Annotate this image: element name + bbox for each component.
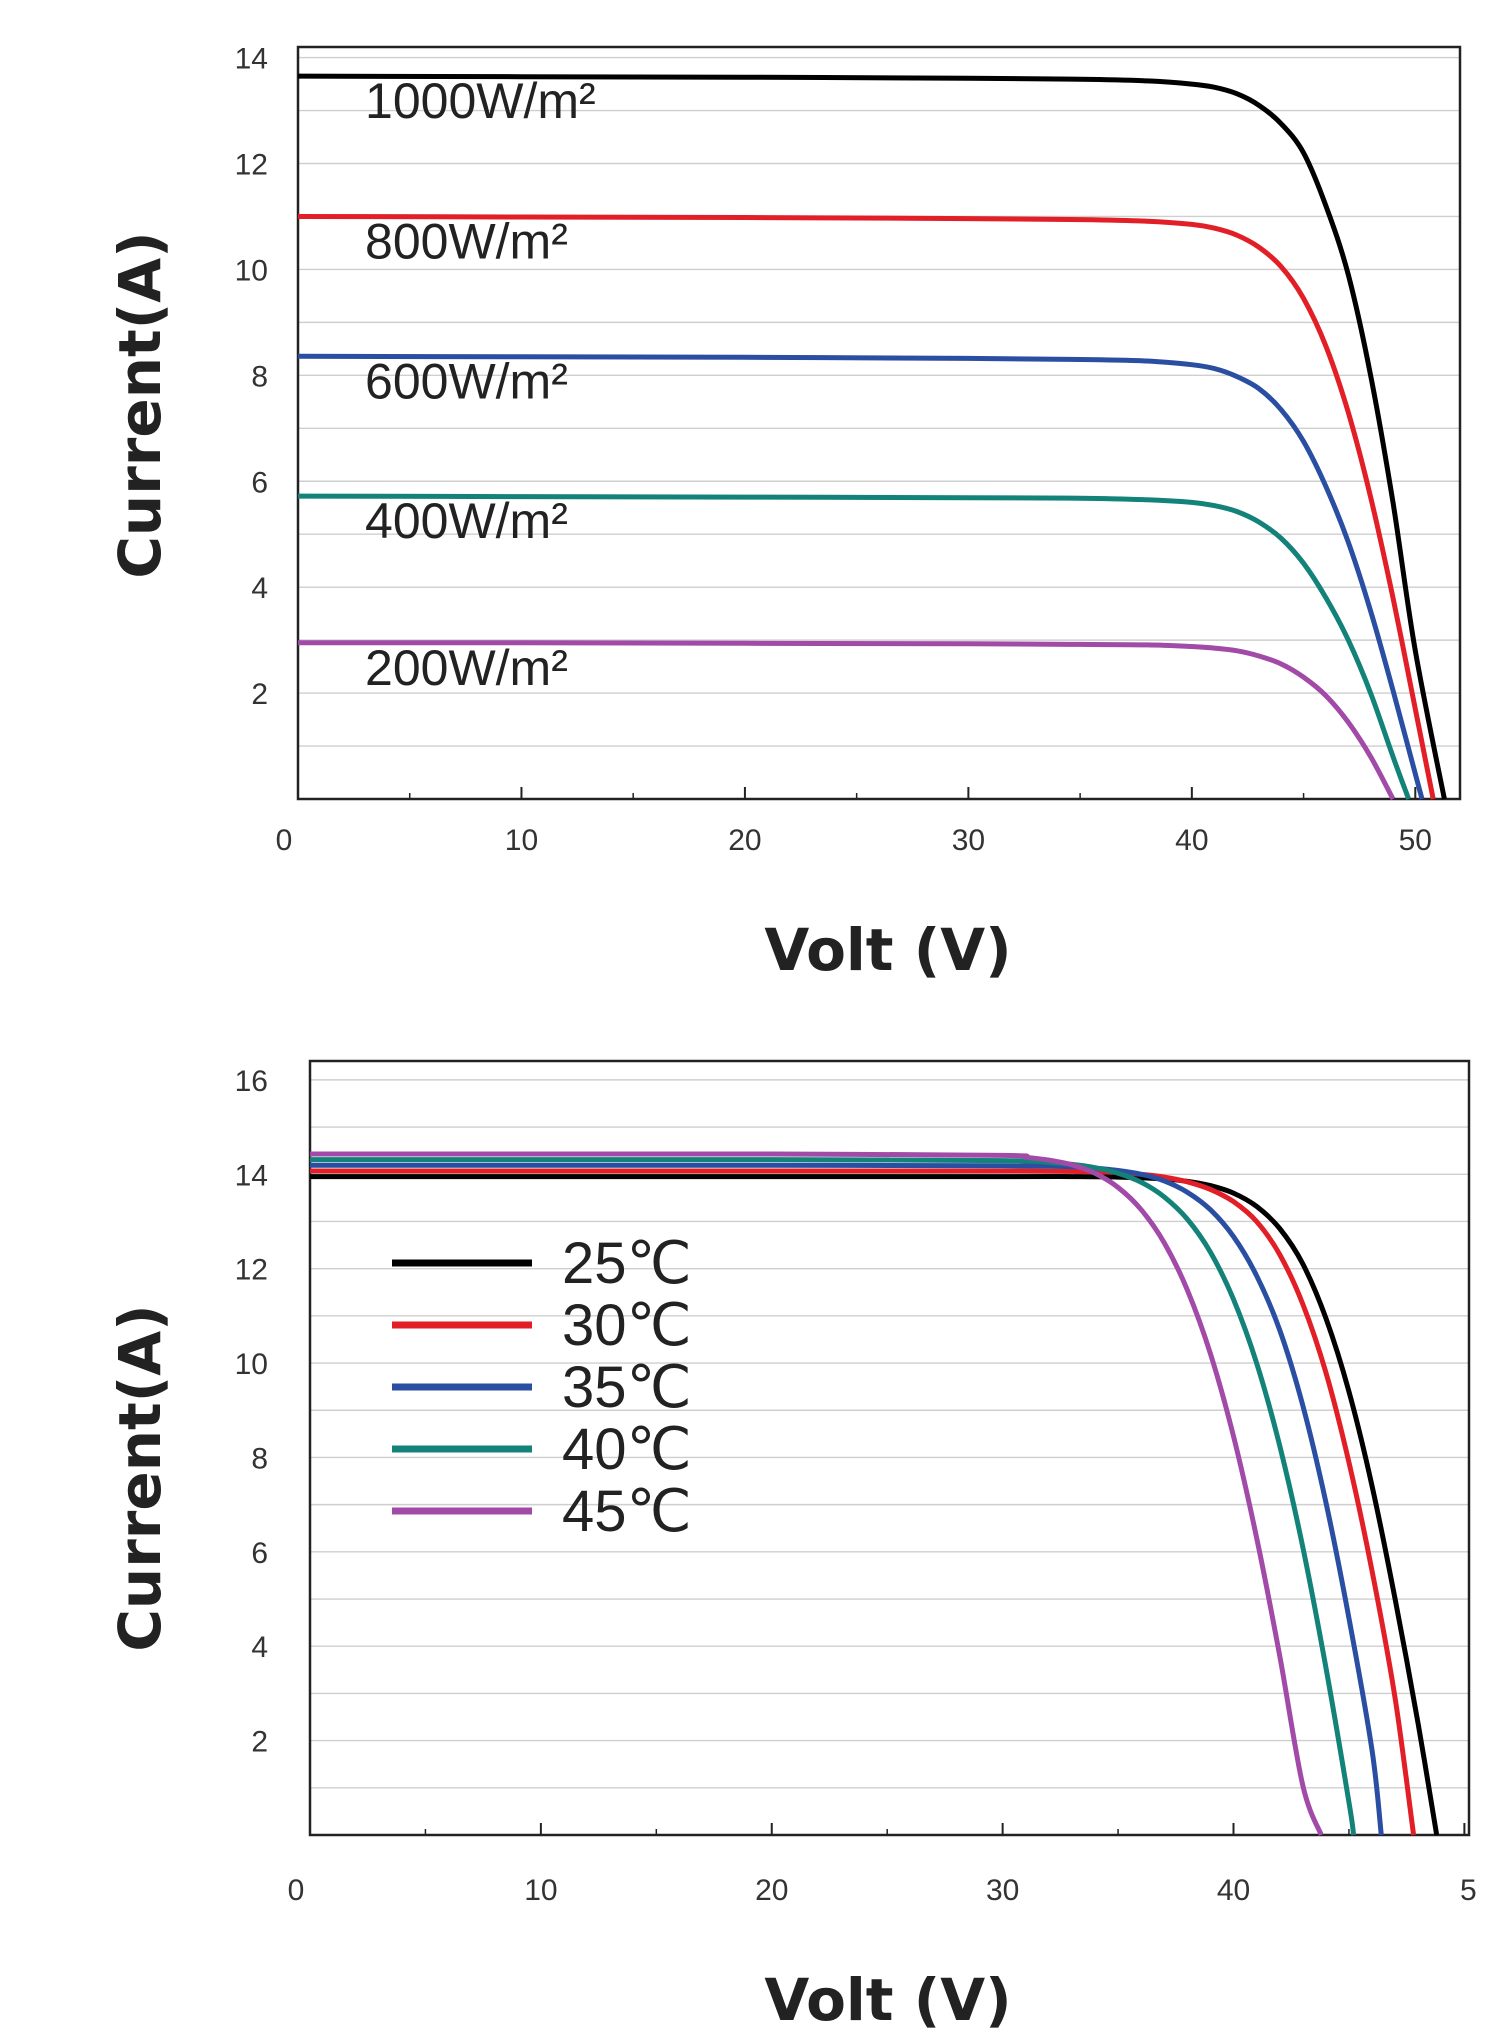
chart-irradiance-x-tick-label: 20 [728, 824, 761, 857]
chart-irradiance-series-line [297, 353, 1425, 800]
chart-temperature-y-tick-label: 10 [235, 1348, 268, 1381]
chart-temperature-y-ticks: 2 4 6 8 10 12 14 16 [235, 1065, 268, 1759]
chart-irradiance-y-tick-label: 2 [251, 678, 268, 711]
chart-irradiance-x-tick-label: 50 [1399, 824, 1432, 857]
chart-irradiance-y-axis-title: Current(A) [106, 231, 174, 578]
chart-temperature-y-axis-title: Current(A) [106, 1304, 174, 1651]
chart-temperature-legend-label: 35℃ [562, 1355, 692, 1420]
chart-irradiance-curve-label: 600W/m² [365, 353, 568, 409]
chart-temperature-y-tick-label: 2 [251, 1726, 268, 1759]
chart-temperature-y-tick-label: 6 [251, 1537, 268, 1570]
chart-irradiance-y-tick-label: 8 [251, 360, 268, 393]
chart-temperature-series-line [309, 1157, 1357, 1836]
chart-irradiance-y-tick-label: 4 [251, 572, 268, 605]
chart-irradiance-y-tick-label: 10 [235, 254, 268, 287]
chart-irradiance: 0 10 20 30 40 50 2 4 6 8 10 12 14 1000W/m² 800W/m² 60… [106, 43, 1462, 984]
chart-irradiance-y-tick-label: 6 [251, 466, 268, 499]
chart-irradiance-x-tick-label: 10 [505, 824, 538, 857]
chart-irradiance-x-axis-title: Volt (V) [764, 916, 1011, 984]
chart-temperature-x-ticks: 0 10 20 30 40 5 [288, 1823, 1477, 1907]
chart-temperature-series-line [310, 1151, 1324, 1836]
chart-temperature-x-tick-label: 5 [1460, 1874, 1477, 1907]
chart-irradiance-curve-labels: 1000W/m² 800W/m² 600W/m² 400W/m² 200W/m² [365, 73, 596, 696]
chart-temperature-y-tick-label: 8 [251, 1442, 268, 1475]
chart-irradiance-series-line [297, 640, 1396, 801]
chart-temperature-x-tick-label: 40 [1217, 1874, 1250, 1907]
chart-temperature-x-tick-label: 30 [986, 1874, 1019, 1907]
chart-irradiance-curve-label: 800W/m² [365, 213, 568, 269]
chart-temperature-x-axis-title: Volt (V) [764, 1966, 1011, 2034]
chart-temperature-y-tick-label: 16 [235, 1065, 268, 1098]
chart-temperature-gridlines [310, 1079, 1469, 1789]
chart-irradiance-curve-label: 200W/m² [365, 640, 568, 696]
chart-irradiance-plot-frame [296, 45, 1462, 801]
chart-temperature-series-line [310, 1168, 1417, 1836]
chart-temperature-y-tick-label: 4 [251, 1631, 268, 1664]
chart-temperature-y-tick-label: 12 [235, 1254, 268, 1287]
chart-temperature-legend-label: 25℃ [562, 1231, 692, 1296]
chart-irradiance-curve-label: 1000W/m² [365, 73, 596, 129]
chart-irradiance-series-line [297, 493, 1411, 800]
chart-irradiance-x-tick-label: 40 [1175, 824, 1208, 857]
chart-irradiance-y-ticks: 2 4 6 8 10 12 14 [235, 43, 268, 711]
chart-irradiance-series-line [297, 214, 1436, 800]
chart-irradiance-y-tick-label: 12 [235, 149, 268, 182]
chart-irradiance-curve-label: 400W/m² [365, 493, 568, 549]
chart-temperature-y-tick-label: 14 [235, 1159, 268, 1192]
chart-temperature-legend-label: 45℃ [562, 1479, 692, 1544]
chart-temperature-legend-label: 30℃ [562, 1293, 692, 1358]
chart-temperature-legend-label: 40℃ [562, 1417, 692, 1482]
chart-temperature-legend: 25℃30℃35℃40℃45℃ [392, 1231, 692, 1544]
chart-temperature-series-line [310, 1162, 1384, 1836]
chart-temperature-plot-frame [308, 1059, 1471, 1837]
chart-temperature-series [309, 1151, 1440, 1836]
chart-irradiance-series [297, 73, 1447, 801]
chart-irradiance-x-tick-label: 30 [952, 824, 985, 857]
chart-irradiance-y-tick-label: 14 [235, 43, 268, 76]
chart-temperature-x-tick-label: 10 [524, 1874, 557, 1907]
chart-irradiance-series-line [297, 73, 1447, 800]
chart-temperature-series-line [310, 1174, 1440, 1836]
chart-temperature-x-tick-label: 0 [288, 1874, 305, 1907]
chart-irradiance-x-tick-label: 0 [276, 824, 293, 857]
chart-irradiance-x-ticks: 0 10 20 30 40 50 [276, 787, 1432, 857]
chart-temperature-x-tick-label: 20 [755, 1874, 788, 1907]
